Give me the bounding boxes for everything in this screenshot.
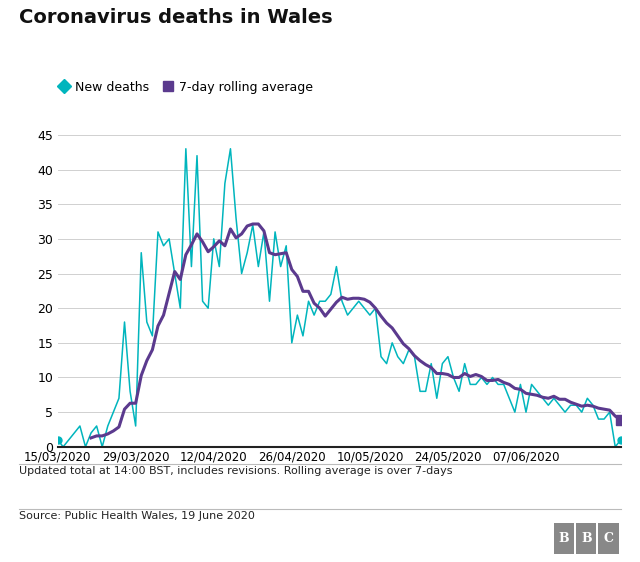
Text: Updated total at 14:00 BST, includes revisions. Rolling average is over 7-days: Updated total at 14:00 BST, includes rev… <box>19 466 452 477</box>
Text: Source: Public Health Wales, 19 June 2020: Source: Public Health Wales, 19 June 202… <box>19 511 255 522</box>
Legend: New deaths, 7-day rolling average: New deaths, 7-day rolling average <box>52 76 318 98</box>
Text: Coronavirus deaths in Wales: Coronavirus deaths in Wales <box>19 8 333 28</box>
Text: B: B <box>559 532 569 545</box>
Text: C: C <box>604 532 614 545</box>
Text: B: B <box>581 532 591 545</box>
